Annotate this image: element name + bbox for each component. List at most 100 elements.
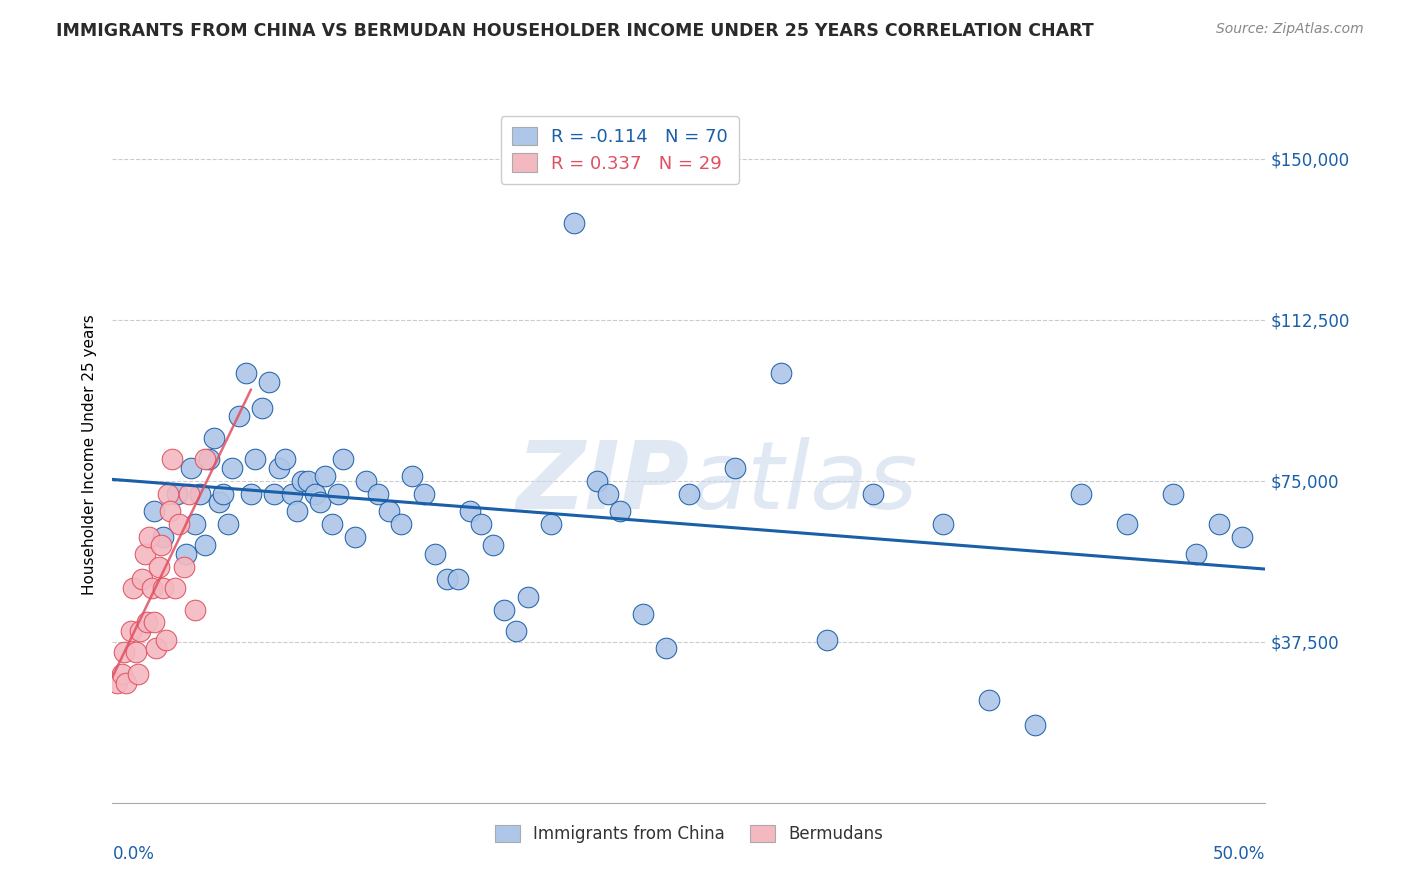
Point [162,452,184,467]
Point [115,675,138,690]
Point [482,538,505,552]
Point [111,667,134,681]
Point [425,547,447,561]
Point [931,516,953,531]
Point [505,624,527,638]
Point [354,474,377,488]
Point [149,538,172,552]
Point [655,641,678,656]
Point [724,460,747,475]
Point [184,516,207,531]
Point [141,581,163,595]
Point [332,452,354,467]
Point [309,495,332,509]
Point [678,486,700,500]
Point [267,460,290,475]
Point [770,367,793,381]
Point [138,529,160,543]
Point [1208,516,1230,531]
Point [389,516,412,531]
Point [127,667,149,681]
Point [540,516,562,531]
Point [321,516,343,531]
Point [1232,529,1254,543]
Point [194,538,217,552]
Point [259,375,281,389]
Point [977,692,1000,706]
Point [112,645,135,659]
Point [609,504,631,518]
Point [263,486,285,500]
Point [145,641,167,656]
Point [217,516,239,531]
Point [862,486,884,500]
Point [447,573,470,587]
Point [169,516,191,531]
Point [412,486,434,500]
Point [152,529,174,543]
Text: 50.0%: 50.0% [1213,845,1265,863]
Legend: Immigrants from China, Bermudans: Immigrants from China, Bermudans [488,819,890,850]
Point [494,602,516,616]
Point [129,624,152,638]
Point [1161,486,1184,500]
Point [235,367,257,381]
Point [156,486,179,500]
Point [458,504,481,518]
Point [194,452,217,467]
Point [152,581,174,595]
Point [815,632,838,647]
Point [245,452,267,467]
Text: 0.0%: 0.0% [112,845,155,863]
Point [180,460,202,475]
Y-axis label: Householder Income Under 25 years: Householder Income Under 25 years [82,315,97,595]
Point [297,474,319,488]
Point [367,486,389,500]
Point [304,486,326,500]
Point [343,529,366,543]
Point [198,452,221,467]
Point [598,486,620,500]
Point [134,547,156,561]
Point [148,559,170,574]
Point [184,602,207,616]
Point [562,216,585,230]
Point [173,559,195,574]
Point [136,615,159,630]
Point [281,486,304,500]
Point [290,474,312,488]
Point [585,474,607,488]
Point [436,573,458,587]
Point [105,675,128,690]
Point [163,581,186,595]
Point [131,573,153,587]
Text: ZIP: ZIP [516,437,689,529]
Point [228,409,250,424]
Text: Source: ZipAtlas.com: Source: ZipAtlas.com [1216,22,1364,37]
Point [174,547,197,561]
Point [1024,718,1046,732]
Point [314,469,336,483]
Point [143,504,166,518]
Point [470,516,492,531]
Point [212,486,235,500]
Point [631,607,654,621]
Point [124,645,146,659]
Point [188,486,211,500]
Point [328,486,350,500]
Point [378,504,401,518]
Point [177,486,200,500]
Point [274,452,297,467]
Text: IMMIGRANTS FROM CHINA VS BERMUDAN HOUSEHOLDER INCOME UNDER 25 YEARS CORRELATION : IMMIGRANTS FROM CHINA VS BERMUDAN HOUSEH… [56,22,1094,40]
Point [202,431,225,445]
Point [516,590,538,604]
Point [143,615,166,630]
Point [401,469,423,483]
Point [120,624,142,638]
Point [221,460,243,475]
Point [239,486,262,500]
Point [159,504,181,518]
Point [155,632,177,647]
Point [252,401,274,415]
Text: atlas: atlas [689,437,917,528]
